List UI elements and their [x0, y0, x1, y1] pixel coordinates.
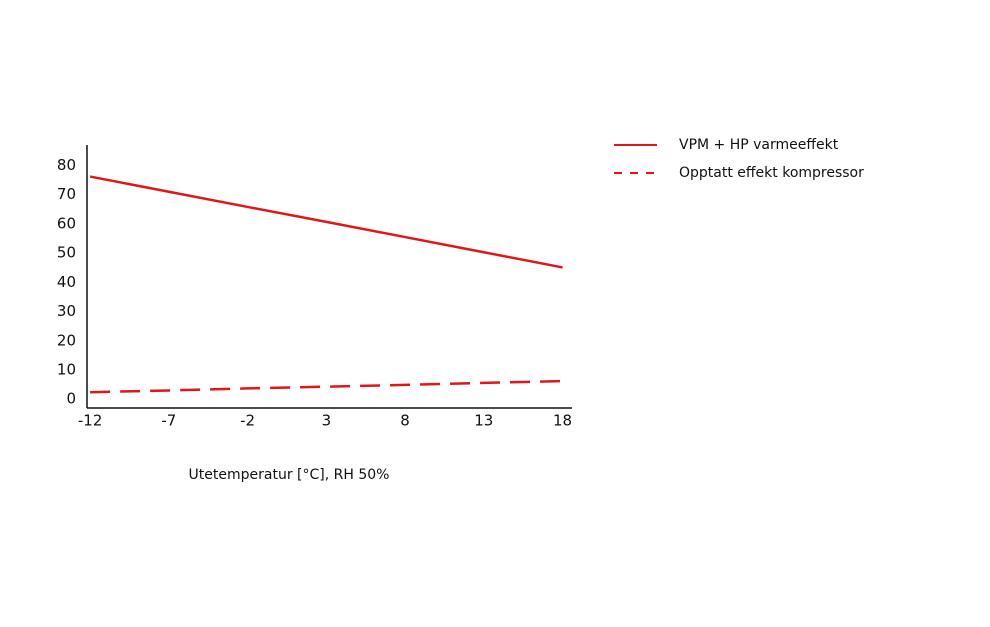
- y-tick-label: 20: [57, 331, 76, 349]
- x-tick-label: -7: [161, 412, 176, 430]
- y-tick-label: 60: [57, 214, 76, 232]
- x-tick-label: -12: [78, 412, 103, 430]
- y-tick-label: 50: [57, 244, 76, 262]
- x-tick-label: 13: [474, 412, 493, 430]
- y-tick-label: 80: [57, 156, 76, 174]
- y-tick-label: 10: [57, 361, 76, 379]
- legend-label: Opptatt effekt kompressor: [679, 165, 864, 181]
- x-axis-label: Utetemperatur [°C], RH 50%: [189, 467, 390, 483]
- x-tick-label: 18: [553, 412, 572, 430]
- x-tick-label: 3: [322, 412, 332, 430]
- y-tick-label: 30: [57, 302, 76, 320]
- legend-label: VPM + HP varmeeffekt: [679, 137, 839, 153]
- y-tick-label: 0: [66, 390, 76, 408]
- y-tick-label: 70: [57, 185, 76, 203]
- y-tick-label: 40: [57, 273, 76, 291]
- x-tick-label: 8: [400, 412, 410, 430]
- line: [89, 175, 563, 269]
- x-tick-label: -2: [240, 412, 255, 430]
- line: [90, 379, 563, 394]
